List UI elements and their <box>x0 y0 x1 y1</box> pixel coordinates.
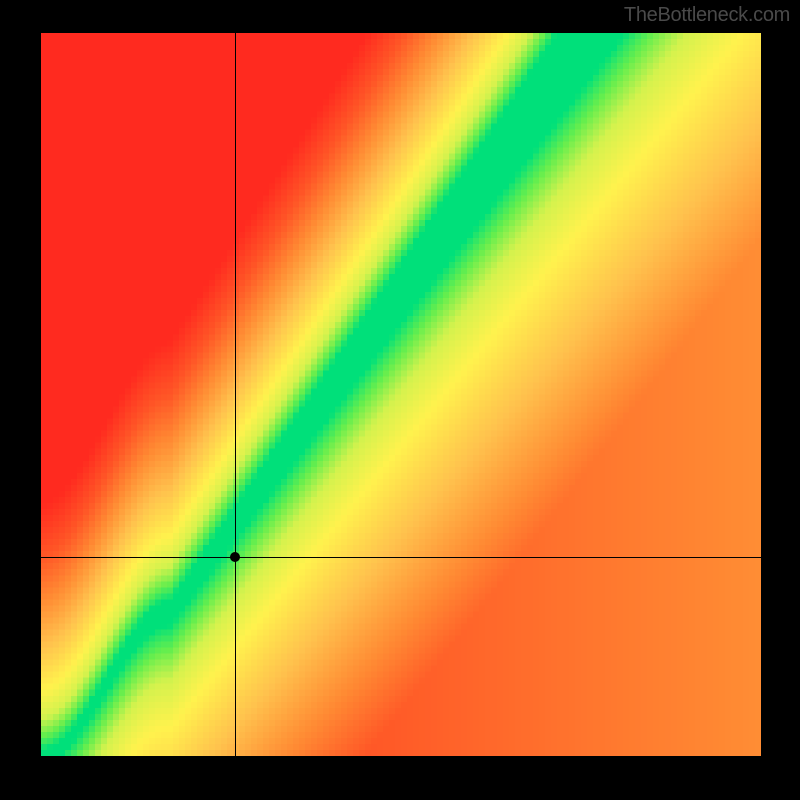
watermark-text: TheBottleneck.com <box>624 4 790 27</box>
heatmap-plot-area <box>41 33 761 756</box>
crosshair-vertical <box>235 33 236 756</box>
heatmap-canvas <box>41 33 761 756</box>
crosshair-horizontal <box>41 557 761 558</box>
selection-marker <box>230 552 240 562</box>
